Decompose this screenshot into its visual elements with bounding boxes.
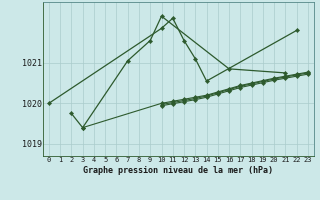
X-axis label: Graphe pression niveau de la mer (hPa): Graphe pression niveau de la mer (hPa) — [84, 166, 273, 175]
